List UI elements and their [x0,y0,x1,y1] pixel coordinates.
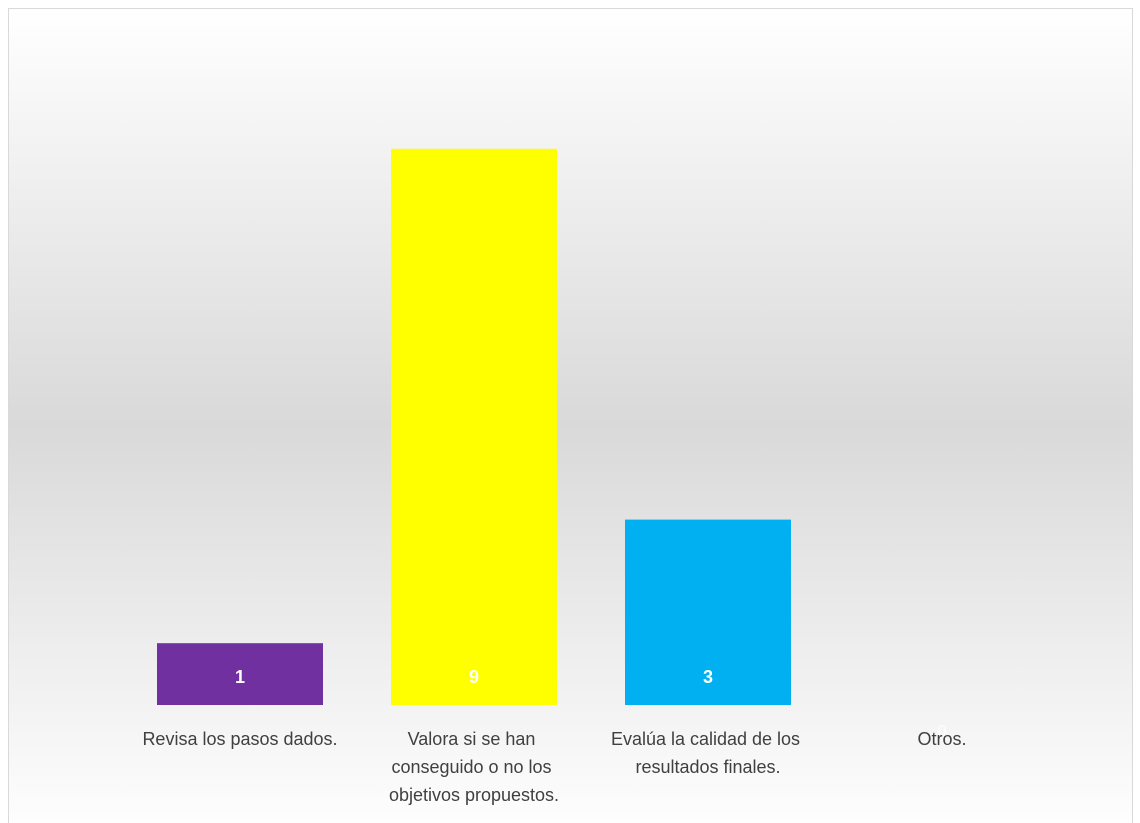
x-tick-label: Revisa los pasos dados. [142,729,337,749]
bar [625,519,791,705]
data-label: 1 [235,667,245,687]
x-tick-label: Otros. [917,729,966,749]
x-tick-label: Evalúa la calidad de los resultados fina… [611,729,805,777]
data-label: 3 [703,667,713,687]
data-label: 0 [937,722,947,742]
data-label: 9 [469,667,479,687]
bar [157,643,323,705]
x-tick-label: Valora si se han conseguido o no los obj… [389,729,559,805]
bar [391,148,557,706]
